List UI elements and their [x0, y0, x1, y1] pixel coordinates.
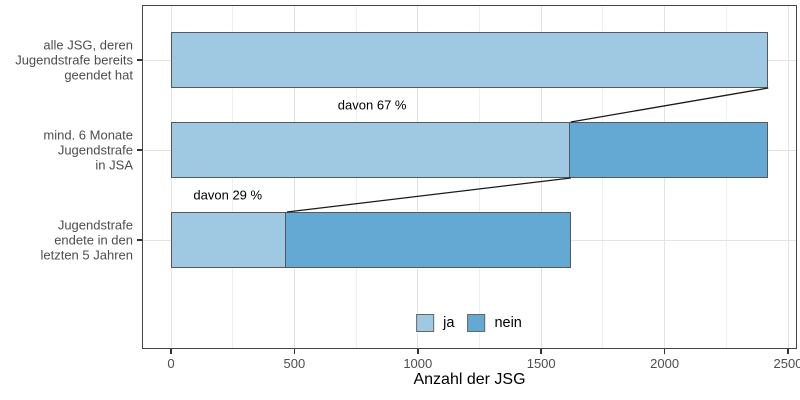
x-axis-tick-1000: [417, 349, 419, 354]
x-axis-label-2500: 2500: [773, 356, 800, 371]
bar-series: [142, 5, 797, 349]
gridline-x-2500: [787, 5, 789, 349]
funnel-connector-lines: [286, 87, 769, 213]
legend-item-nein: nein: [467, 314, 522, 332]
y-axis-label-row1: alle JSG, deren Jugendstrafe bereits gee…: [15, 37, 133, 83]
connector-line-2: [286, 177, 571, 213]
bar-nein-row3: [285, 212, 571, 268]
bar-ja-row1: [171, 32, 769, 88]
x-axis-tick-2500: [787, 349, 789, 354]
legend-item-ja: ja: [416, 314, 454, 332]
x-axis-label-1500: 1500: [526, 356, 556, 371]
x-axis-label-500: 500: [283, 356, 306, 371]
connector-line-1: [570, 87, 769, 123]
bar-nein-row2: [569, 122, 769, 178]
y-axis-tick-row2: [137, 149, 142, 151]
y-axis-tick-row3: [137, 239, 142, 241]
x-axis-tick-0: [170, 349, 172, 354]
x-axis-title: Anzahl der JSG: [413, 371, 526, 388]
legend-key-ja-swatch: [416, 314, 435, 332]
x-axis-tick-500: [293, 349, 296, 354]
x-axis-tick-2000: [663, 349, 666, 354]
legend: ja nein: [416, 314, 522, 332]
x-axis: 0 500 1000 1500 2000 2500: [0, 349, 800, 379]
x-axis-tick-1500: [540, 349, 542, 354]
legend-label-ja: ja: [443, 315, 455, 331]
plot-panel: davon 67 % davon 29 % ja nein: [142, 5, 797, 349]
y-axis-tick-row1: [137, 59, 142, 61]
y-axis-label-row2: mind. 6 Monate Jugendstrafe in JSA: [43, 127, 133, 173]
bar-ja-row2: [171, 122, 571, 178]
y-axis: alle JSG, deren Jugendstrafe bereits gee…: [0, 0, 142, 400]
y-axis-label-row3: Jugendstrafe endete in den letzten 5 Jah…: [40, 217, 133, 263]
x-axis-label-2000: 2000: [650, 356, 680, 371]
legend-label-nein: nein: [494, 315, 522, 331]
x-axis-label-1000: 1000: [403, 356, 433, 371]
legend-key-nein-swatch: [467, 314, 486, 332]
x-axis-label-0: 0: [167, 356, 175, 371]
bar-ja-row3: [171, 212, 287, 268]
